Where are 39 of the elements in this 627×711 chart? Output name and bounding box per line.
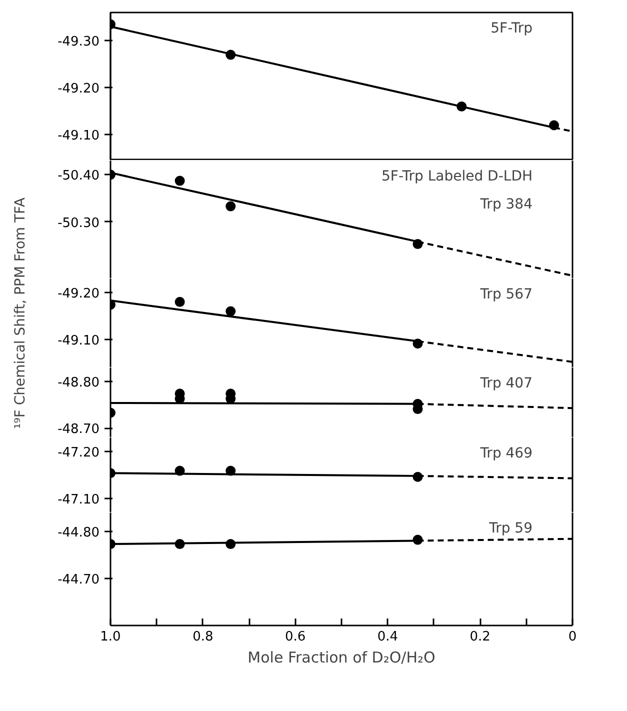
annotation: Trp 384 [479,196,533,212]
point [412,338,423,349]
point [412,472,423,482]
x-axis-title: Mole Fraction of D₂O/H₂O [248,648,436,666]
point [226,466,236,476]
y-tick-label: -47.20 [58,446,100,461]
x-tick-label: 0.8 [192,630,214,644]
point [412,239,423,250]
y-axis-title: ¹⁹F Chemical Shift, PPM From TFA [12,197,28,429]
y-tick-label: -49.30 [58,34,100,50]
point [174,466,185,476]
x-tick-label: 0.4 [377,630,398,644]
y-tick-label: -48.70 [58,422,100,438]
annotation: Trp 407 [479,376,533,392]
y-tick-label: -49.20 [58,82,100,97]
point [456,101,467,112]
point [174,296,185,307]
y-tick-label: -48.80 [58,376,100,390]
x-tick-label: 0 [568,630,577,644]
point [226,306,236,316]
annotation: Trp 469 [479,446,533,462]
point [226,201,236,212]
point [549,120,560,130]
x-tick-label: 0.6 [284,630,306,644]
annotation: Trp 59 [488,520,533,536]
y-tick-label: -49.10 [58,128,100,144]
y-tick-label: -44.70 [58,572,100,588]
x-tick-label: 1.0 [100,630,121,644]
y-tick-label: -50.30 [58,216,100,231]
point [174,176,185,186]
annotation: Trp 567 [479,286,533,302]
y-tick-label: -44.80 [58,525,100,540]
x-tick-label: 0.2 [470,630,490,644]
y-tick-label: -47.10 [58,492,100,508]
y-tick-label: -49.10 [58,333,100,348]
annotation: 5F-Trp Labeled D-LDH [382,168,533,184]
y-tick-label: -49.20 [58,286,100,302]
y-tick-label: -50.40 [58,168,100,184]
annotation: 5F-Trp [490,20,533,36]
